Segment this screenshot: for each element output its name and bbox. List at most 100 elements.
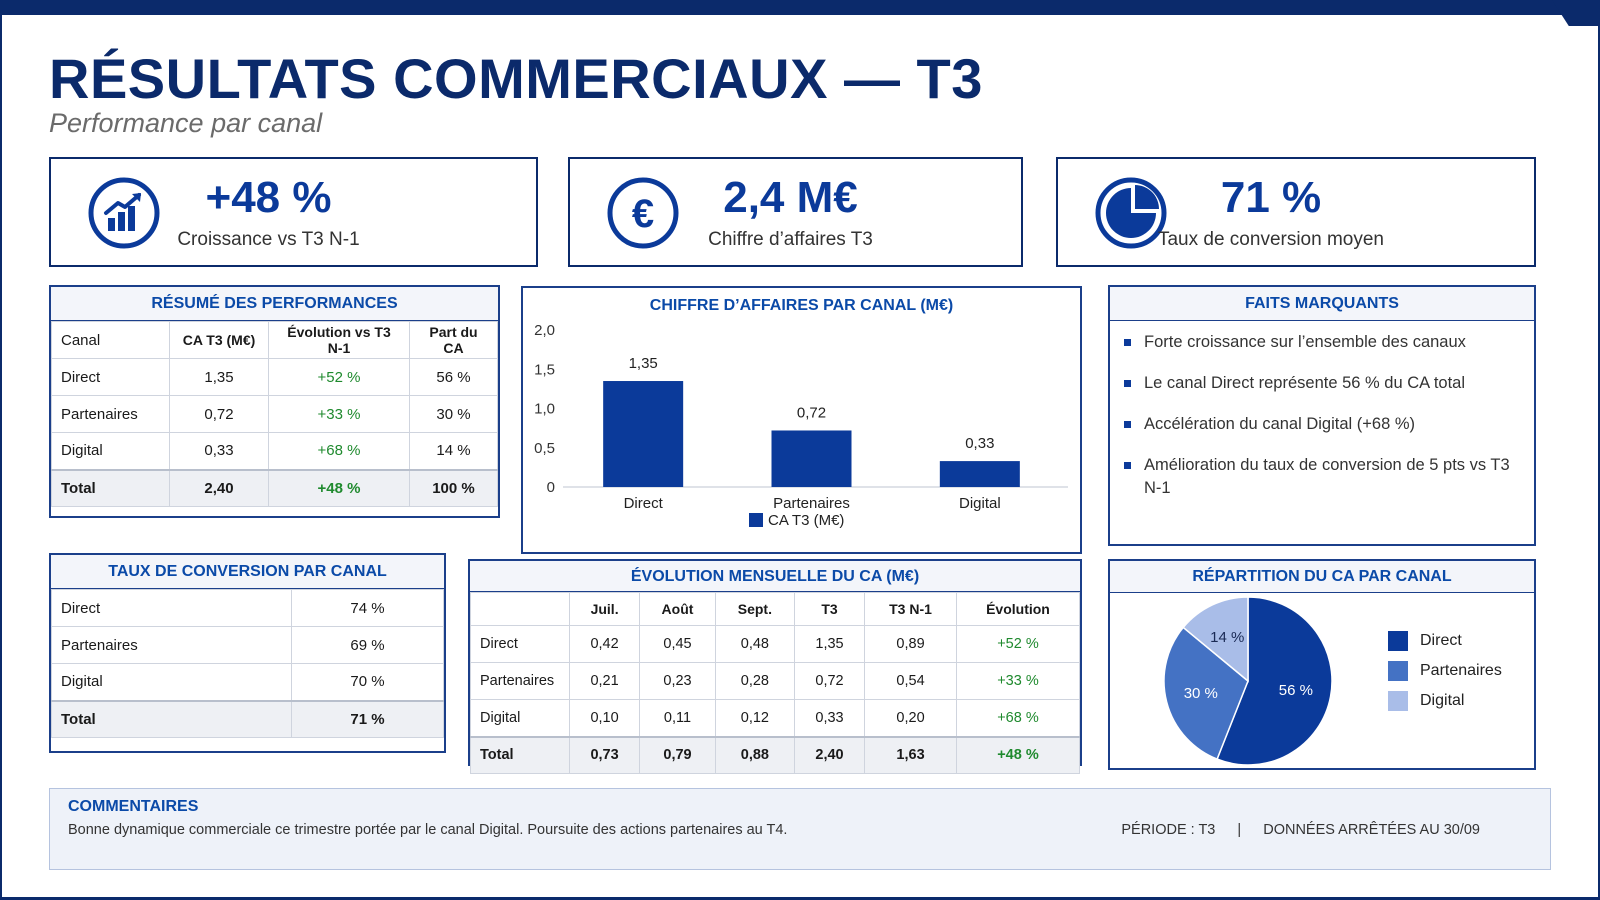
bar-data-label: 0,33 bbox=[965, 435, 994, 452]
data-date-label: DONNÉES ARRÊTÉES AU 30/09 bbox=[1263, 822, 1480, 838]
y-tick-label: 0 bbox=[547, 479, 555, 496]
table-cell: Total bbox=[51, 699, 292, 738]
legend-swatch bbox=[1388, 661, 1408, 681]
table-cell: +68 % bbox=[955, 699, 1081, 737]
list-item: Amélioration du taux de conversion de 5 … bbox=[1124, 454, 1520, 500]
kpi-value: +48 % bbox=[205, 173, 332, 222]
kpi-label: Croissance vs T3 N-1 bbox=[177, 229, 360, 250]
table-cell: 69 % bbox=[291, 626, 444, 664]
y-tick-label: 1,0 bbox=[534, 401, 555, 418]
bar-direct bbox=[603, 381, 684, 487]
table-cell: 0,33 bbox=[793, 699, 866, 737]
comments-text: Bonne dynamique commerciale ce trimestre… bbox=[68, 822, 788, 838]
table-cell: 1,63 bbox=[864, 735, 957, 774]
table-cell: 14 % bbox=[409, 432, 498, 470]
table-cell: 1,35 bbox=[793, 625, 866, 663]
table-cell: +68 % bbox=[268, 432, 410, 470]
panel-title: FAITS MARQUANTS bbox=[1110, 287, 1534, 321]
pie-chart-icon bbox=[1095, 177, 1167, 249]
table-cell: 0,79 bbox=[639, 735, 716, 774]
bar-chart-up-icon bbox=[88, 177, 160, 249]
meta-separator: | bbox=[1237, 822, 1242, 838]
table-row: Direct 74 % bbox=[51, 589, 444, 627]
legend-swatch bbox=[749, 513, 763, 527]
table-cell: +48 % bbox=[268, 468, 410, 507]
bar-chart-panel: CHIFFRE D’AFFAIRES PAR CANAL (M€) 0 0,5 1,… bbox=[521, 286, 1082, 554]
x-tick-label: Partenaires bbox=[773, 495, 850, 512]
table-cell: 0,28 bbox=[714, 662, 795, 700]
table-cell: 56 % bbox=[409, 358, 498, 396]
euro-icon: € bbox=[607, 177, 679, 249]
pie-chart-panel: RÉPARTITION DU CA PAR CANAL 56 % 30 % 14 %… bbox=[1108, 559, 1536, 770]
period-label: PÉRIODE : T3 bbox=[1121, 822, 1216, 838]
panel-title: RÉSUMÉ DES PERFORMANCES bbox=[51, 287, 498, 321]
legend-swatch bbox=[1388, 631, 1408, 651]
table-cell: 0,72 bbox=[169, 395, 269, 433]
column-header bbox=[470, 592, 570, 626]
table-cell: +52 % bbox=[955, 625, 1081, 663]
y-tick-label: 2,0 bbox=[534, 322, 555, 339]
conversion-panel: TAUX DE CONVERSION PAR CANAL Direct 74 %… bbox=[49, 553, 446, 753]
comments-panel: COMMENTAIRES Bonne dynamique commerciale… bbox=[49, 788, 1551, 870]
table-cell: 0,88 bbox=[714, 735, 795, 774]
table-cell: 70 % bbox=[291, 663, 444, 701]
panel-title: TAUX DE CONVERSION PAR CANAL bbox=[51, 555, 444, 589]
table-cell: +33 % bbox=[955, 662, 1081, 700]
table-cell: 0,42 bbox=[568, 625, 641, 663]
table-cell: 0,33 bbox=[169, 432, 269, 470]
chart-title: CHIFFRE D’AFFAIRES PAR CANAL (M€) bbox=[649, 297, 954, 314]
list-item: Le canal Direct représente 56 % du CA to… bbox=[1124, 372, 1520, 395]
pie-slice-direct bbox=[1216, 596, 1333, 766]
page-subtitle: Performance par canal bbox=[49, 108, 323, 138]
panel-title: ÉVOLUTION MENSUELLE DU CA (M€) bbox=[470, 561, 1080, 592]
x-tick-label: Digital bbox=[959, 495, 1001, 512]
table-total-row: Total 71 % bbox=[51, 699, 444, 738]
top-bar bbox=[0, 0, 1600, 15]
table-row: Partenaires 0,21 0,23 0,28 0,72 0,54 +33… bbox=[470, 662, 1081, 700]
frame-right bbox=[1598, 0, 1600, 900]
table-cell: 0,72 bbox=[793, 662, 866, 700]
table-row: Digital 0,33 +68 % 14 % bbox=[51, 432, 498, 470]
legend-label: Partenaires bbox=[1420, 662, 1502, 680]
kpi-label: Chiffre d’affaires T3 bbox=[708, 229, 873, 250]
bar-data-label: 0,72 bbox=[797, 404, 826, 421]
table-cell: 0,54 bbox=[864, 662, 957, 700]
table-cell: 0,45 bbox=[639, 625, 716, 663]
legend-label: CA T3 (M€) bbox=[768, 512, 844, 529]
table-cell: Direct bbox=[51, 358, 170, 396]
kpi-value: 71 % bbox=[1220, 173, 1322, 222]
table-row: Direct 0,42 0,45 0,48 1,35 0,89 +52 % bbox=[470, 625, 1081, 663]
legend-item-direct: Direct bbox=[1388, 631, 1462, 651]
highlights-list: Forte croissance sur l’ensemble des cana… bbox=[1110, 321, 1534, 500]
legend-item-digital: Digital bbox=[1388, 691, 1464, 711]
comments-title: COMMENTAIRES bbox=[68, 798, 199, 815]
summary-panel: RÉSUMÉ DES PERFORMANCES Canal CA T3 (M€)… bbox=[49, 285, 500, 518]
table-cell: 0,20 bbox=[864, 699, 957, 737]
comments-meta: PÉRIODE : T3 | DONNÉES ARRÊTÉES AU 30/09 bbox=[1103, 822, 1480, 838]
table-cell: +33 % bbox=[268, 395, 410, 433]
frame-bottom bbox=[0, 897, 1600, 900]
column-header: Sept. bbox=[714, 592, 795, 626]
legend-swatch bbox=[1388, 691, 1408, 711]
kpi-label: Taux de conversion moyen bbox=[1157, 229, 1384, 250]
pie-slice-label: 56 % bbox=[1279, 682, 1313, 699]
table-cell: 0,23 bbox=[639, 662, 716, 700]
table-cell: +52 % bbox=[268, 358, 410, 396]
x-tick-label: Direct bbox=[624, 495, 664, 512]
column-header: Évolution vs T3 N-1 bbox=[268, 321, 410, 359]
table-header-row: Juil. Août Sept. T3 T3 N-1 Évolution bbox=[470, 592, 1081, 626]
table-cell: 71 % bbox=[291, 699, 444, 738]
table-cell: Partenaires bbox=[51, 395, 170, 433]
legend-item-partenaires: Partenaires bbox=[1388, 661, 1502, 681]
kpi-value: 2,4 M€ bbox=[723, 173, 858, 222]
table-cell: 0,21 bbox=[568, 662, 641, 700]
kpi-card-conversion: 71 % Taux de conversion moyen bbox=[1056, 157, 1536, 267]
table-cell: +48 % bbox=[955, 735, 1081, 774]
bar-digital bbox=[939, 461, 1020, 487]
table-cell: 0,48 bbox=[714, 625, 795, 663]
table-cell: 0,11 bbox=[639, 699, 716, 737]
table-cell: 0,12 bbox=[714, 699, 795, 737]
kpi-card-growth: +48 % Croissance vs T3 N-1 bbox=[49, 157, 538, 267]
table-cell: Total bbox=[470, 735, 570, 774]
column-header: Part du CA bbox=[409, 321, 498, 359]
